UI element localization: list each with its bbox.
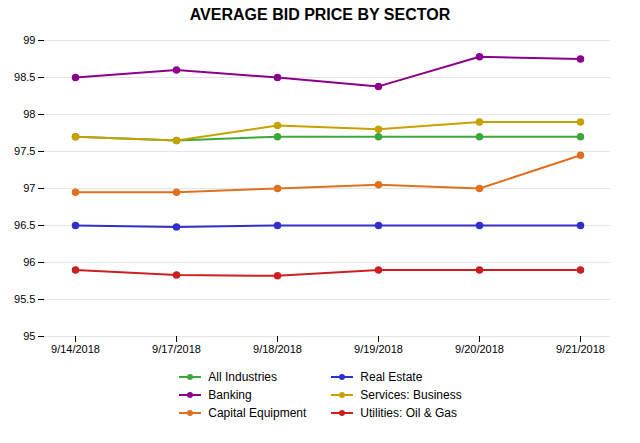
svg-text:9/17/2018: 9/17/2018 <box>152 343 201 355</box>
svg-text:9/20/2018: 9/20/2018 <box>455 343 504 355</box>
svg-text:9/19/2018: 9/19/2018 <box>354 343 403 355</box>
svg-text:97: 97 <box>23 182 35 194</box>
svg-text:99: 99 <box>23 34 35 46</box>
svg-text:9/21/2018: 9/21/2018 <box>556 343 605 355</box>
svg-text:96: 96 <box>23 256 35 268</box>
html-text:Banking: Banking <box>208 388 252 402</box>
html-text:All Industries: All Industries <box>208 370 277 384</box>
svg-text:96.5: 96.5 <box>14 219 35 231</box>
svg-text:9/18/2018: 9/18/2018 <box>253 343 302 355</box>
html-text:Services: Business: Services: Business <box>360 388 462 402</box>
svg-text:98: 98 <box>23 108 35 120</box>
html-text:Capital Equipment: Capital Equipment <box>208 406 307 420</box>
html-text:Utilities: Oil & Gas: Utilities: Oil & Gas <box>360 406 457 420</box>
svg-text:97.5: 97.5 <box>14 145 35 157</box>
svg-text:95: 95 <box>23 330 35 342</box>
html-text:AVERAGE BID PRICE BY SECTOR: AVERAGE BID PRICE BY SECTOR <box>189 6 451 23</box>
svg-text:9/14/2018: 9/14/2018 <box>51 343 100 355</box>
html-text:Real Estate: Real Estate <box>360 370 423 384</box>
svg-text:98.5: 98.5 <box>14 71 35 83</box>
svg-text:95.5: 95.5 <box>14 293 35 305</box>
